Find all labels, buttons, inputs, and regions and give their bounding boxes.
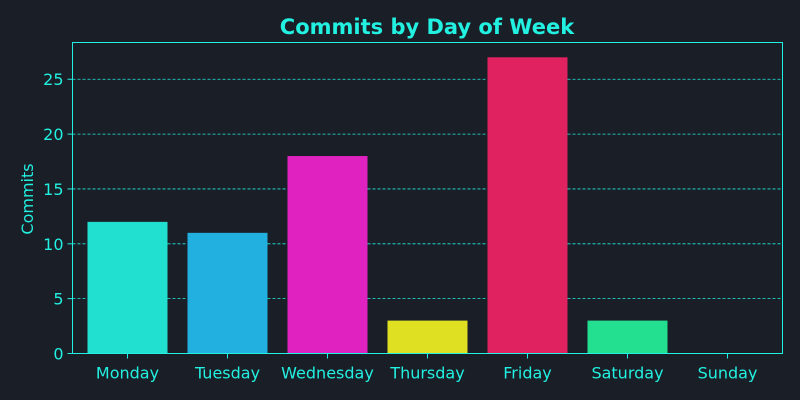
y-axis-ticks: 0 5 10 15 20 25: [43, 70, 73, 364]
bar-thursday: [387, 320, 468, 354]
x-tick-label-thursday: Thursday: [389, 364, 464, 383]
bar-monday: [87, 221, 168, 354]
x-tick-label-monday: Monday: [96, 364, 159, 383]
y-tick-label: 20: [43, 125, 63, 144]
x-tick-label-tuesday: Tuesday: [194, 364, 260, 383]
y-tick-label: 25: [43, 70, 63, 89]
plot-frame: [72, 42, 783, 354]
x-tick-label-sunday: Sunday: [698, 364, 758, 383]
bars: [87, 57, 668, 354]
bar-wednesday: [287, 156, 368, 354]
grid-lines: [72, 78, 783, 300]
y-tick-label: 15: [43, 180, 63, 199]
x-axis-ticks: Monday Tuesday Wednesday Thursday Friday Satu…: [96, 353, 758, 383]
bar-tuesday: [187, 232, 268, 354]
y-tick-label: 5: [53, 290, 63, 309]
bar-saturday: [587, 320, 668, 354]
x-tick-label-wednesday: Wednesday: [281, 364, 374, 383]
chart-title: Commits by Day of Week: [280, 15, 575, 39]
x-tick-label-friday: Friday: [503, 364, 552, 383]
y-tick-label: 0: [53, 345, 63, 364]
y-tick-label: 10: [43, 235, 63, 254]
x-tick-label-saturday: Saturday: [591, 364, 663, 383]
bar-friday: [487, 57, 568, 354]
y-axis-label: Commits: [18, 163, 37, 234]
